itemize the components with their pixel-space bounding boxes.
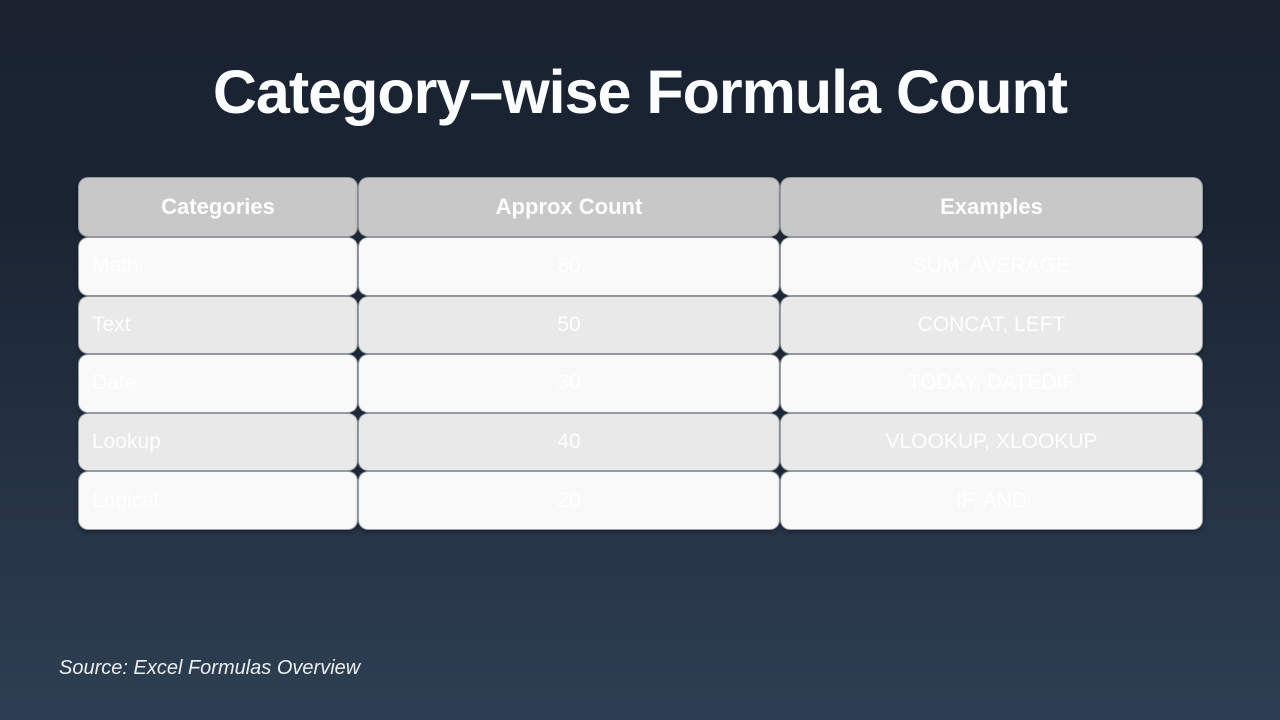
table-row-text: Text 50 CONCAT, LEFT (78, 287, 1203, 355)
cell-count: 40 (359, 413, 779, 471)
column-header-categories: Categories (79, 178, 357, 236)
table-row-lookup: Lookup 40 VLOOKUP, XLOOKUP (78, 404, 1203, 472)
slide-title: Category–wise Formula Count (212, 58, 1068, 126)
cell-examples: TODAY, DATEDIF (781, 355, 1202, 412)
cell-examples: VLOOKUP, XLOOKUP (781, 413, 1202, 471)
cell-examples: CONCAT, LEFT (781, 296, 1202, 354)
cell-examples: IF, AND (781, 472, 1202, 529)
cell-category: Logical (79, 472, 357, 529)
formula-count-table: Categories Approx Count Examples Math 80… (78, 177, 1203, 530)
cell-count: 80 (359, 238, 779, 295)
cell-category: Date (79, 355, 357, 412)
table-row-date: Date 30 TODAY, DATEDIF (78, 346, 1203, 413)
source-note: Source: Excel Formulas Overview (59, 657, 361, 679)
table-header-row: Categories Approx Count Examples (78, 177, 1203, 237)
cell-count: 20 (359, 472, 779, 529)
cell-category: Math (79, 238, 357, 295)
table-row-math: Math 80 SUM, AVERAGE (78, 228, 1203, 296)
cell-category: Text (79, 296, 357, 354)
column-header-examples: Examples (781, 178, 1202, 236)
cell-category: Lookup (79, 413, 357, 471)
cell-count: 30 (359, 355, 779, 412)
cell-examples: SUM, AVERAGE (781, 238, 1202, 295)
cell-count: 50 (359, 296, 779, 354)
table-row-logical: Logical 20 IF, AND (78, 463, 1203, 530)
column-header-approx-count: Approx Count (359, 178, 779, 236)
